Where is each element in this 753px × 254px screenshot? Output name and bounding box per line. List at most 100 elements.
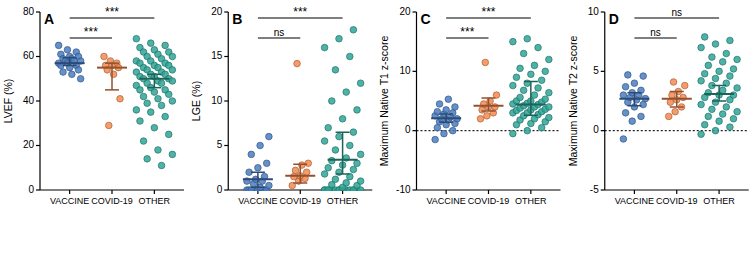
x-tick (676, 190, 677, 194)
y-axis (604, 12, 605, 190)
x-tick (300, 190, 301, 194)
y-tick (413, 71, 417, 72)
data-point (151, 124, 158, 131)
data-point (667, 99, 674, 106)
data-point (75, 67, 82, 74)
ci-cap (670, 91, 684, 93)
significance: *** (293, 5, 307, 19)
data-point (343, 180, 350, 187)
panel-label: A (44, 11, 54, 27)
y-tick (413, 130, 417, 131)
data-point (705, 62, 712, 69)
data-point (629, 118, 636, 125)
y-axis-label: Maximum Native T2 z-score (567, 36, 579, 167)
ci-cap (524, 114, 538, 116)
y-tick (601, 189, 605, 190)
y-tick (413, 189, 417, 190)
marks (243, 27, 364, 192)
y-tick-label: 0 (217, 184, 223, 195)
ci-bar (488, 98, 490, 111)
mean-line (619, 98, 649, 100)
data-point (255, 164, 262, 171)
data-point (321, 171, 328, 178)
data-point (155, 147, 162, 154)
data-point (730, 92, 737, 99)
data-point (305, 160, 312, 167)
data-point (535, 85, 542, 92)
significance: *** (460, 25, 474, 39)
data-point (542, 96, 549, 103)
data-point (117, 95, 124, 102)
data-point (669, 92, 676, 99)
data-point (347, 53, 354, 60)
data-point (144, 156, 151, 163)
mean-line (285, 175, 315, 177)
data-point (432, 136, 439, 143)
data-point (77, 75, 84, 82)
data-point (55, 42, 62, 49)
data-point (101, 53, 108, 60)
y-tick-label: 0 (593, 124, 599, 135)
ci-cap (105, 62, 119, 64)
data-point (445, 96, 452, 103)
data-point (524, 35, 531, 42)
data-point (730, 116, 737, 123)
panel: -50510Maximum Native T2 z-scoreDVACCINEC… (567, 6, 749, 206)
data-point (712, 127, 719, 134)
ci-bar (530, 81, 532, 115)
x-tick-label: OTHER (327, 196, 359, 206)
data-point (325, 124, 332, 131)
ci-bar (69, 58, 71, 66)
data-point (701, 34, 708, 41)
data-point (357, 178, 364, 185)
ci-bar (342, 132, 344, 174)
data-point (734, 56, 741, 63)
data-point (513, 74, 520, 81)
significance: *** (481, 5, 495, 19)
mean-line (97, 67, 127, 69)
x-tick-label: COVID-19 (468, 196, 510, 206)
x-tick-label: COVID-19 (91, 196, 133, 206)
data-point (510, 38, 517, 45)
data-point (169, 53, 176, 60)
data-point (169, 151, 176, 158)
y-tick-label: 20 (211, 6, 223, 17)
data-point (477, 116, 484, 123)
data-point (303, 169, 310, 176)
ci-cap (63, 65, 77, 67)
data-point (354, 160, 361, 167)
data-point (723, 104, 730, 111)
y-tick-label: 0 (405, 124, 411, 135)
y-tick (413, 11, 417, 12)
ci-cap (293, 182, 307, 184)
mean-line (243, 178, 273, 180)
x-tick (69, 190, 70, 194)
data-point (332, 67, 339, 74)
x-tick-label: VACCINE (238, 196, 277, 206)
x-tick-label: COVID-19 (279, 196, 321, 206)
data-point (727, 37, 734, 44)
y-tick (224, 189, 228, 190)
data-point (350, 27, 357, 34)
data-point (321, 138, 328, 145)
panel-label: C (421, 11, 431, 27)
ci-cap (251, 187, 265, 189)
data-point (712, 75, 719, 82)
panel-label: B (232, 11, 242, 27)
data-point (734, 85, 741, 92)
data-point (443, 107, 450, 114)
y-tick-label: 40 (23, 95, 35, 106)
data-point (624, 72, 631, 79)
data-point (332, 147, 339, 154)
data-point (620, 92, 627, 99)
ci-cap (336, 131, 350, 133)
y-tick-label: 20 (399, 6, 411, 17)
data-point (681, 82, 688, 89)
ci-cap (147, 87, 161, 89)
y-tick (36, 11, 40, 12)
x-tick-label: VACCINE (426, 196, 465, 206)
data-point (329, 98, 336, 105)
data-point (698, 44, 705, 51)
y-axis-label: LVEF (%) (2, 79, 14, 124)
data-point (701, 121, 708, 128)
